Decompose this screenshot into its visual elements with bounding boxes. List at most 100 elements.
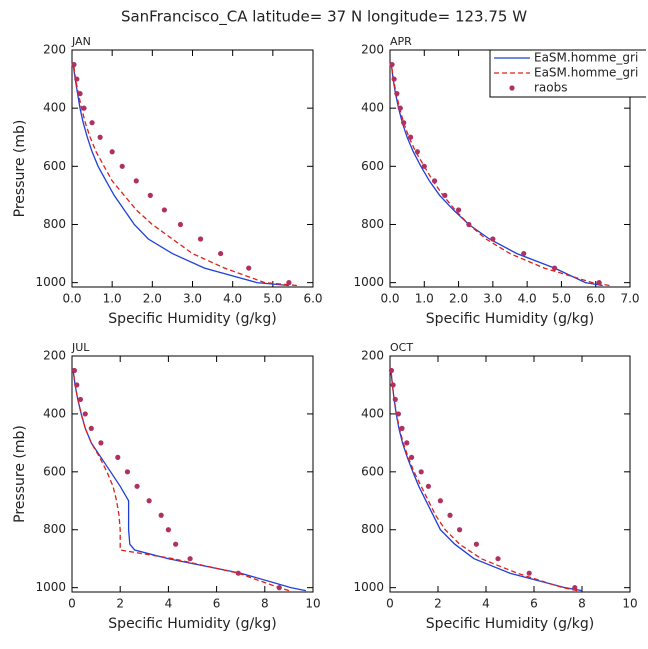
- profile-line: [390, 370, 583, 592]
- raob-point: [147, 192, 153, 198]
- x-tick-label: 6.0: [303, 292, 322, 306]
- y-axis-label: Pressure (mb): [12, 425, 28, 523]
- raob-point: [572, 585, 578, 591]
- raob-point: [77, 91, 83, 97]
- y-axis-label: Pressure (mb): [12, 120, 28, 218]
- y-tick-label: 1000: [353, 275, 384, 289]
- raob-point: [246, 265, 252, 271]
- raob-point: [521, 250, 527, 257]
- y-tick-label: 400: [361, 101, 384, 115]
- raob-point: [399, 425, 405, 431]
- raob-point: [407, 134, 414, 140]
- profile-line: [390, 370, 578, 592]
- raob-point: [286, 280, 292, 286]
- y-tick-label: 600: [361, 159, 384, 173]
- x-tick-label: 8: [578, 597, 586, 611]
- raob-point: [457, 527, 463, 533]
- raob-point: [388, 367, 395, 374]
- profile-line: [72, 64, 297, 287]
- y-tick-label: 400: [43, 101, 66, 115]
- y-tick-label: 200: [43, 349, 66, 363]
- x-tick-label: 1.0: [103, 292, 122, 306]
- x-tick-label: 10: [305, 597, 320, 611]
- x-tick-label: 1.0: [415, 292, 434, 306]
- raob-point: [409, 454, 415, 460]
- raob-point: [173, 541, 179, 547]
- y-tick-label: 800: [43, 217, 66, 231]
- legend-label: raobs: [534, 81, 568, 95]
- raob-point: [389, 61, 395, 68]
- plot-frame: [389, 355, 631, 593]
- raob-point: [418, 469, 424, 475]
- x-tick-label: 4.0: [223, 292, 242, 306]
- x-tick-label: 6: [530, 597, 538, 611]
- raob-point: [187, 556, 193, 562]
- x-tick-label: 4: [165, 597, 173, 611]
- y-tick-label: 1000: [35, 275, 66, 289]
- raob-point: [401, 120, 407, 126]
- x-tick-label: 2.0: [449, 292, 468, 306]
- raob-point: [82, 411, 88, 417]
- x-axis-label: Specific Humidity (g/kg): [108, 311, 276, 327]
- x-tick-label: 0: [68, 597, 76, 611]
- raob-point: [98, 440, 104, 446]
- x-tick-label: 4: [482, 597, 490, 611]
- profile-line: [72, 64, 289, 287]
- raob-point: [97, 134, 103, 140]
- raob-point: [74, 76, 80, 82]
- plot-frame: [71, 49, 314, 288]
- y-tick-label: 400: [43, 406, 66, 420]
- raob-point: [146, 498, 152, 504]
- raob-point: [394, 91, 400, 97]
- raob-point: [77, 396, 84, 403]
- raob-point: [392, 396, 398, 403]
- raob-point: [466, 221, 472, 228]
- x-axis-label: Specific Humidity (g/kg): [426, 616, 594, 632]
- y-tick-label: 200: [43, 43, 66, 57]
- legend-marker: [509, 85, 515, 91]
- profile-line: [390, 64, 603, 287]
- profile-line: [72, 370, 290, 592]
- raob-point: [395, 411, 401, 417]
- panel-title: JUL: [71, 341, 90, 354]
- raob-point: [124, 469, 131, 475]
- x-tick-label: 6: [213, 597, 221, 611]
- raob-point: [526, 570, 532, 576]
- y-tick-label: 600: [43, 464, 66, 478]
- y-tick-label: 600: [361, 464, 384, 478]
- raob-point: [390, 382, 396, 388]
- x-tick-label: 2: [434, 597, 442, 611]
- y-tick-label: 600: [43, 159, 66, 173]
- x-tick-label: 4.0: [518, 292, 537, 306]
- x-tick-label: 2: [116, 597, 124, 611]
- y-tick-label: 1000: [353, 580, 384, 594]
- raob-point: [414, 149, 421, 155]
- raob-point: [276, 585, 282, 591]
- raob-point: [197, 236, 204, 242]
- x-axis-label: Specific Humidity (g/kg): [426, 311, 594, 327]
- raob-point: [119, 163, 125, 169]
- raob-point: [473, 541, 479, 547]
- raob-point: [404, 440, 410, 446]
- profile-line: [390, 64, 610, 287]
- raob-point: [397, 105, 403, 111]
- panel-title: JAN: [71, 35, 91, 48]
- x-tick-label: 0.0: [380, 292, 399, 306]
- x-tick-label: 3.0: [483, 292, 502, 306]
- raob-point: [74, 382, 80, 388]
- raob-point: [551, 265, 558, 271]
- raob-point: [158, 512, 164, 518]
- panel-title: OCT: [390, 341, 413, 354]
- y-tick-label: 800: [361, 522, 384, 536]
- x-tick-label: 0: [386, 597, 394, 611]
- raob-point: [89, 120, 95, 126]
- legend-label: EaSM.homme_gri: [534, 51, 638, 65]
- raob-point: [437, 498, 443, 504]
- raob-point: [421, 163, 427, 169]
- y-tick-label: 800: [43, 522, 66, 536]
- x-tick-label: 6.0: [586, 292, 605, 306]
- raob-point: [442, 192, 448, 198]
- y-tick-label: 400: [361, 406, 384, 420]
- raob-point: [447, 512, 453, 518]
